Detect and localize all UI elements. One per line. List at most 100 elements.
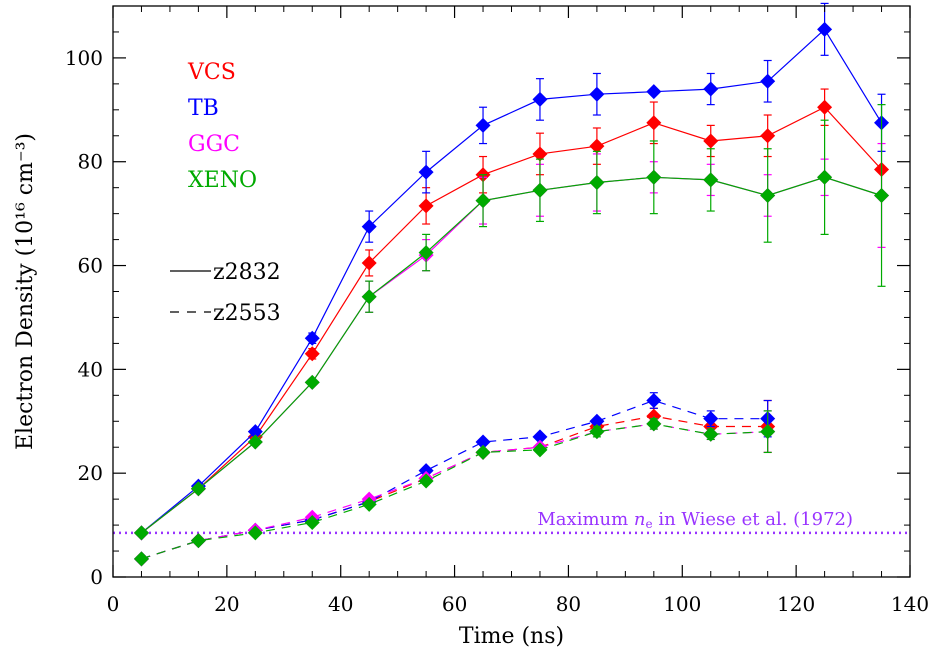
x-tick-label: 140 [891, 592, 929, 616]
legend-shot-z2832: z2832 [213, 260, 281, 285]
y-tick-label: 20 [78, 461, 103, 485]
data-point [361, 496, 377, 512]
data-point [703, 133, 719, 149]
y-tick-label: 40 [78, 357, 103, 381]
series-tb-z2553 [133, 392, 776, 567]
y-tick-label: 80 [78, 150, 103, 174]
data-point [532, 442, 548, 458]
series-vcs-z2553 [133, 399, 776, 567]
ref-label-subscript: e [646, 517, 653, 531]
data-point [133, 525, 149, 541]
data-point [532, 91, 548, 107]
data-point [247, 424, 263, 440]
data-point [190, 533, 206, 549]
data-point [361, 289, 377, 305]
data-point [817, 21, 833, 37]
series-line [141, 106, 882, 534]
x-axis-label: Time (ns) [459, 624, 564, 649]
data-point [874, 187, 890, 203]
data-point [646, 408, 662, 424]
data-point [703, 81, 719, 97]
series-tb-z2832 [133, 2, 890, 541]
series-ggc-z2553 [133, 410, 776, 567]
data-point [361, 255, 377, 271]
data-point [475, 193, 491, 209]
ref-label-symbol: n [634, 509, 646, 530]
data-point [817, 169, 833, 185]
legend-model-vcs: VCS [187, 60, 236, 85]
data-point [760, 187, 776, 203]
data-point [247, 434, 263, 450]
x-tick-label: 20 [214, 592, 239, 616]
y-tick-label: 0 [90, 565, 103, 589]
data-point [589, 424, 605, 440]
legend-model-ggc: GGC [188, 132, 240, 157]
legend-model-tb: TB [188, 96, 219, 121]
data-point [589, 413, 605, 429]
data-point [589, 86, 605, 102]
plot-marks [113, 2, 910, 567]
x-tick-label: 80 [556, 592, 581, 616]
series-line [141, 423, 768, 560]
data-point [589, 138, 605, 154]
data-point [703, 411, 719, 427]
series-line [141, 176, 882, 534]
data-point [418, 473, 434, 489]
y-axis-label: Electron Density (10¹⁶ cm⁻³) [13, 133, 38, 450]
y-tick-label: 100 [65, 46, 103, 70]
data-point [703, 172, 719, 188]
data-point [475, 444, 491, 460]
data-point [304, 346, 320, 362]
data-point [532, 429, 548, 445]
data-point [304, 374, 320, 390]
series-line [141, 28, 883, 534]
legend-shot-z2553: z2553 [213, 301, 281, 326]
data-point [475, 117, 491, 133]
data-point [304, 514, 320, 530]
data-point [361, 219, 377, 235]
data-point [532, 182, 548, 198]
data-point [304, 330, 320, 346]
legend: VCS TB GGC XENO z2832 z2553 [170, 60, 281, 326]
data-point [418, 198, 434, 214]
reference-line-label: Maximum ne in Wiese et al. (1972) [537, 509, 853, 531]
ref-label-prefix: Maximum [537, 509, 634, 530]
data-point [475, 434, 491, 450]
series-line [141, 399, 768, 560]
x-tick-label: 60 [442, 592, 467, 616]
x-tick-label: 100 [663, 592, 701, 616]
data-point [703, 426, 719, 442]
data-point [760, 73, 776, 89]
data-point [589, 174, 605, 190]
axes: 0 20 40 60 80 100 120 140 0 20 40 60 80 100 [65, 6, 929, 616]
x-tick-label: 120 [777, 592, 815, 616]
plot-frame [112, 5, 911, 578]
series-ggc-z2832 [133, 142, 890, 541]
series-line [141, 415, 768, 560]
data-point [418, 463, 434, 479]
data-point [133, 551, 149, 567]
x-tick-label: 40 [328, 592, 353, 616]
series-line [141, 423, 768, 560]
data-point [646, 84, 662, 100]
data-point [646, 115, 662, 131]
data-point [418, 164, 434, 180]
series-xeno-z2832 [133, 104, 890, 541]
data-point [646, 169, 662, 185]
data-point [760, 424, 776, 440]
series-line [141, 176, 882, 534]
data-point [532, 146, 548, 162]
x-tick-label: 0 [107, 592, 120, 616]
data-point [646, 393, 662, 409]
data-point [760, 128, 776, 144]
y-tick-label: 60 [78, 254, 103, 278]
series-xeno-z2553 [133, 410, 776, 567]
data-point [247, 525, 263, 541]
data-point [190, 481, 206, 497]
data-point [817, 99, 833, 115]
data-point [646, 416, 662, 432]
ref-label-suffix: in Wiese et al. (1972) [653, 509, 853, 530]
data-point [418, 245, 434, 261]
